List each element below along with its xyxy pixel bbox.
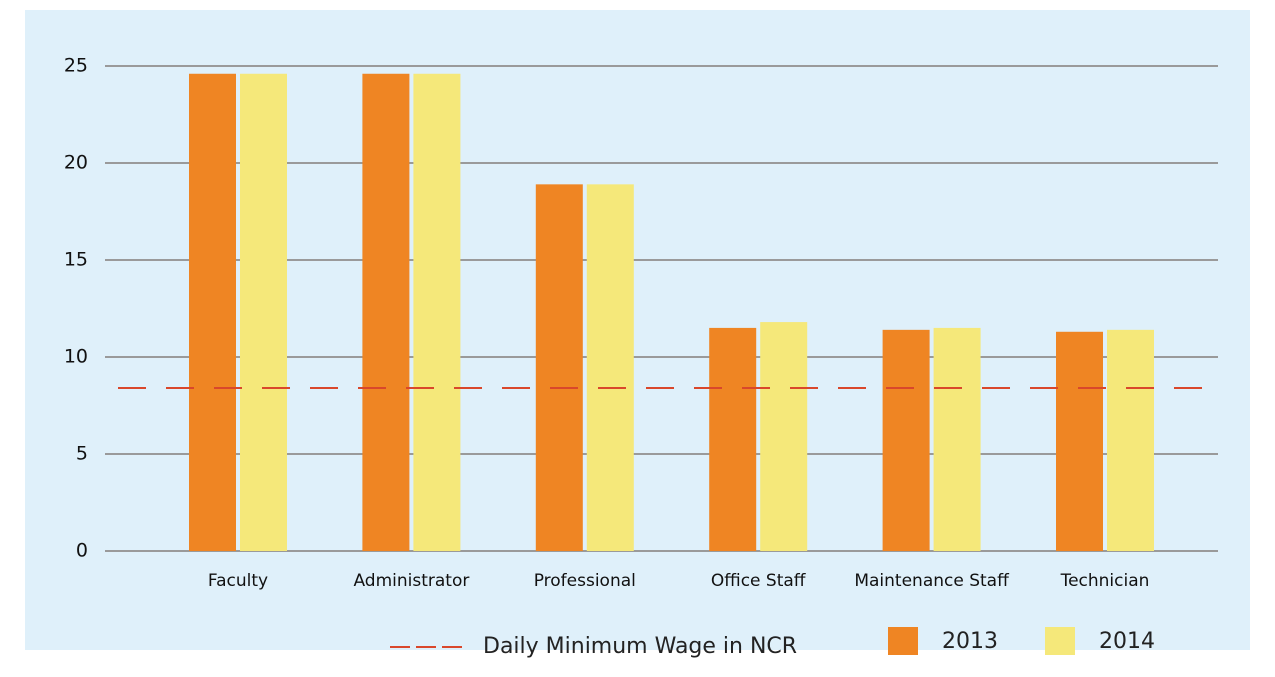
legend-label: Daily Minimum Wage in NCR [483, 634, 797, 659]
bar [362, 73, 410, 551]
bar [189, 73, 236, 551]
legend-label: 2014 [1099, 629, 1155, 654]
y-tick-label: 5 [76, 443, 88, 465]
x-tick-label: Office Staff [711, 571, 807, 591]
legend-swatch [1045, 627, 1075, 655]
y-tick-label: 0 [76, 540, 88, 562]
y-tick-label: 20 [64, 152, 88, 174]
legend-label: 2013 [942, 629, 998, 654]
bar [882, 329, 930, 551]
bar [760, 322, 808, 551]
bar [1107, 329, 1154, 551]
y-tick-label: 15 [64, 249, 88, 271]
bar [709, 327, 757, 551]
x-tick-label: Technician [1060, 571, 1150, 591]
bar [586, 184, 634, 551]
x-tick-label: Maintenance Staff [854, 571, 1010, 591]
x-tick-label: Administrator [353, 571, 469, 591]
y-tick-label: 10 [64, 346, 88, 368]
x-tick-label: Professional [534, 571, 636, 591]
bar [535, 184, 583, 551]
x-tick-label: Faculty [208, 571, 268, 591]
bar [413, 73, 461, 551]
bar [1056, 331, 1103, 551]
bar [240, 73, 287, 551]
legend-swatch [888, 627, 918, 655]
y-tick-label: 25 [64, 55, 88, 77]
bar [933, 327, 981, 551]
